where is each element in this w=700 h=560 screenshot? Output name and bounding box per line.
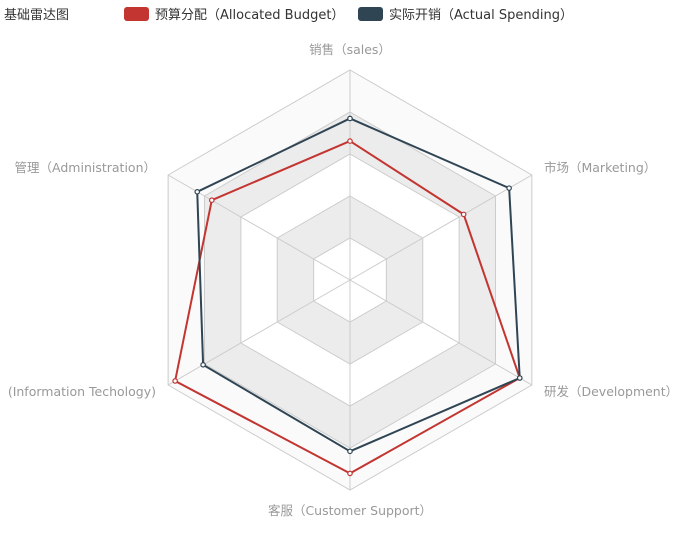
series-1-point-5 [194,189,201,195]
series-0-point-5 [208,197,215,204]
legend-swatch-budget [124,6,149,21]
axis-label-5: 管理（Administration） [15,160,156,175]
series-0-point-1 [460,211,467,218]
chart-title: 基础雷达图 [4,8,70,23]
axis-label-1: 市场（Marketing） [544,160,656,175]
series-0-point-3 [347,470,353,477]
series-1-point-3 [347,448,353,455]
series-0-point-4 [172,378,178,384]
series-0-point-0 [347,138,353,144]
legend-label-budget: 预算分配（Allocated Budget） [155,8,345,23]
axis-line-4 [167,279,351,386]
axis-line-1 [349,174,533,281]
series-1-point-4 [200,362,206,368]
legend-label-actual: 实际开销（Actual Spending） [389,8,573,23]
legend-item-budget[interactable]: 预算分配（Allocated Budget） [124,4,344,23]
axis-label-4: (Information Techology) [8,384,156,399]
series-1-point-2 [516,375,523,381]
series-1-point-0 [347,115,353,122]
legend-item-actual[interactable]: 实际开销（Actual Spending） [358,4,573,23]
axis-line-2 [349,279,533,386]
series-1-point-1 [506,185,512,191]
axis-label-0: 销售（sales） [309,42,391,57]
legend-swatch-actual [358,6,383,21]
axis-label-2: 研发（Development） [544,384,678,399]
axis-label-3: 客服（Customer Support） [268,503,432,518]
